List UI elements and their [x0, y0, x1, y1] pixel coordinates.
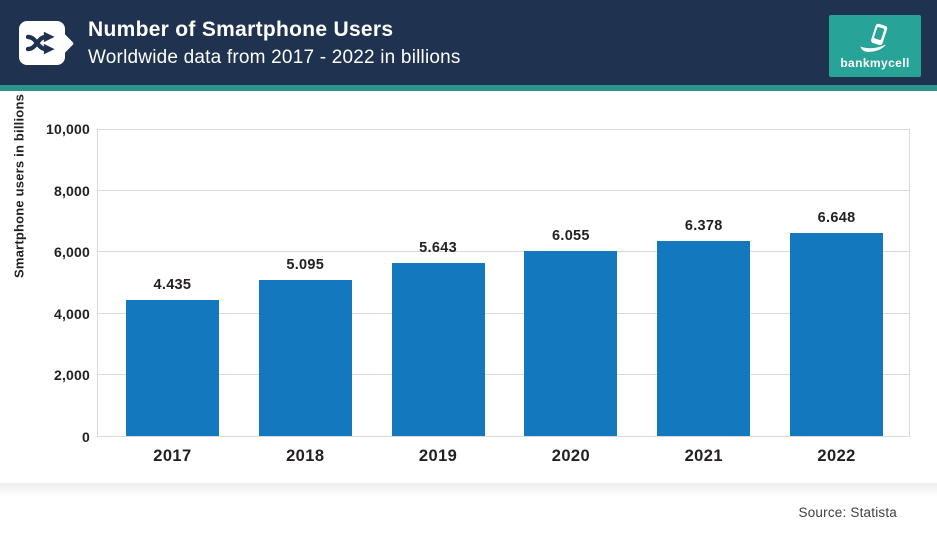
y-tick-label: 10,000	[45, 121, 90, 137]
shuffle-icon	[19, 21, 75, 65]
gridline	[98, 312, 909, 314]
bar-group: 5.643 2019	[391, 130, 485, 465]
bar	[391, 263, 485, 436]
y-axis-labels: 0 2,000 4,000 6,000 8,000 10,000	[0, 121, 90, 445]
x-tick-label: 2017	[153, 447, 192, 465]
bar-value-label: 5.643	[419, 240, 457, 257]
page-subtitle: Worldwide data from 2017 - 2022 in billi…	[88, 47, 461, 68]
brand-name: bankmycell	[840, 55, 910, 70]
bar	[258, 280, 352, 436]
bar-value-label: 5.095	[286, 257, 325, 274]
x-tick-label: 2020	[551, 447, 591, 465]
y-tick-label: 4,000	[53, 305, 90, 322]
bar-value-label: 4.435	[153, 277, 192, 294]
plot-area: 4.435 2017 5.095 2018 5.643 2019 6.055 2020 6.37…	[97, 129, 910, 465]
header: Number of Smartphone Users Worldwide dat…	[0, 0, 937, 91]
bar	[657, 240, 751, 436]
x-tick-label: 2018	[286, 447, 325, 465]
bar-value-label: 6.055	[552, 227, 590, 244]
bar	[524, 250, 618, 436]
gridline	[98, 373, 909, 375]
bar-group: 6.055 2020	[524, 130, 618, 465]
bar	[790, 232, 884, 436]
winged-phone-icon	[860, 23, 888, 52]
x-tick-label: 2022	[817, 447, 856, 465]
bar	[125, 300, 219, 436]
bankmycell-logo: bankmycell	[829, 15, 921, 77]
y-tick-label: 6,000	[53, 244, 90, 261]
y-tick-label: 0	[82, 429, 90, 445]
page-title: Number of Smartphone Users	[88, 18, 394, 41]
y-tick-label: 8,000	[53, 182, 90, 199]
bar-group: 5.095 2018	[258, 130, 352, 465]
bar-group: 6.648 2022	[790, 130, 884, 465]
gridline	[98, 251, 909, 253]
bar-value-label: 6.378	[684, 217, 723, 234]
x-tick-label: 2021	[684, 447, 723, 465]
bar-value-label: 6.648	[817, 209, 856, 226]
gridline	[98, 190, 909, 192]
bar-group: 4.435 2017	[125, 130, 219, 465]
source-note: Source: Statista	[798, 505, 897, 520]
y-tick-label: 2,000	[53, 367, 90, 384]
bar-group: 6.378 2021	[657, 130, 751, 465]
x-tick-label: 2019	[418, 447, 458, 465]
card-shadow	[0, 483, 937, 497]
header-titles: Number of Smartphone Users Worldwide dat…	[88, 17, 461, 70]
